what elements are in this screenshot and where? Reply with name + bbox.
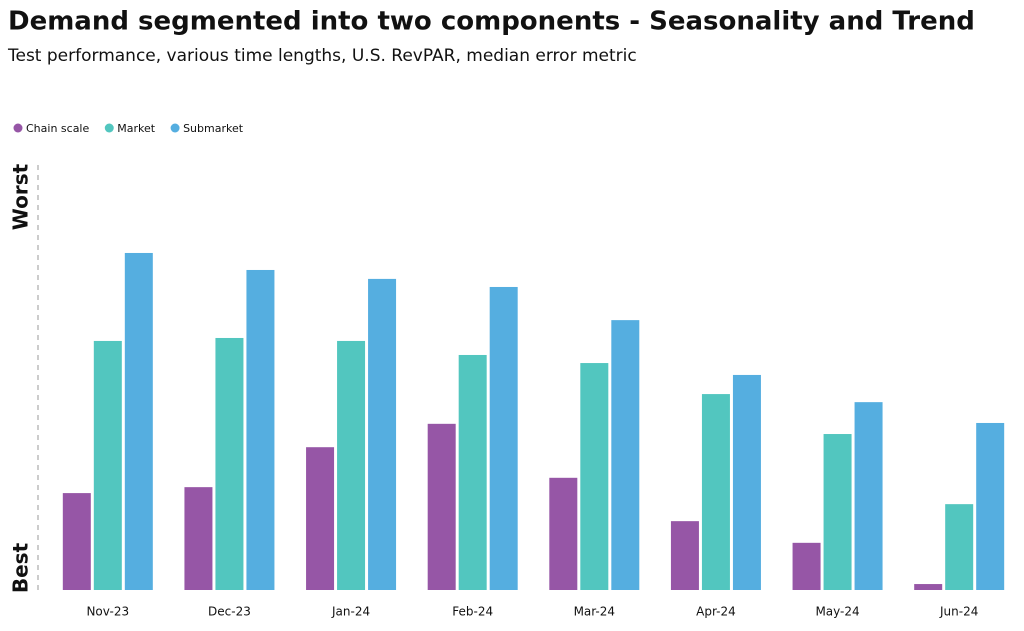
- bar: [215, 337, 244, 590]
- bar: [489, 286, 518, 590]
- legend-label: Submarket: [183, 122, 244, 135]
- x-tick-label: Jan-24: [331, 605, 370, 619]
- chart-subtitle: Test performance, various time lengths, …: [7, 46, 637, 66]
- bar: [670, 521, 699, 590]
- legend-marker: [104, 123, 114, 133]
- y-label-top: Worst: [9, 163, 33, 230]
- bar: [427, 423, 456, 590]
- legend-label: Chain scale: [26, 122, 89, 135]
- bar: [306, 447, 335, 590]
- bar: [246, 269, 275, 590]
- legend-label: Market: [117, 122, 155, 135]
- bar: [854, 402, 883, 590]
- bar: [549, 477, 578, 590]
- bar: [823, 434, 852, 590]
- bar: [976, 422, 1005, 590]
- x-tick-label: Feb-24: [452, 605, 493, 619]
- bar: [701, 394, 730, 590]
- x-tick-label: Nov-23: [86, 605, 129, 619]
- bar: [93, 340, 122, 590]
- bar: [611, 320, 640, 590]
- bar: [732, 374, 761, 590]
- bar: [62, 493, 91, 590]
- bar: [792, 542, 821, 590]
- legend-marker: [170, 123, 180, 133]
- legend-marker: [13, 123, 23, 133]
- x-tick-label: Apr-24: [696, 605, 736, 619]
- bar: [368, 278, 397, 590]
- y-label-bottom: Best: [9, 542, 33, 593]
- bar: [458, 354, 487, 590]
- x-tick-label: Mar-24: [574, 605, 615, 619]
- chart-title: Demand segmented into two components - S…: [8, 7, 975, 37]
- bar: [124, 252, 153, 590]
- bar: [580, 363, 609, 590]
- x-tick-label: Jun-24: [939, 605, 978, 619]
- bar: [184, 487, 213, 590]
- bar: [337, 340, 366, 590]
- bar: [945, 504, 974, 590]
- x-tick-label: Dec-23: [208, 605, 251, 619]
- x-tick-label: May-24: [815, 605, 859, 619]
- bar: [914, 584, 943, 590]
